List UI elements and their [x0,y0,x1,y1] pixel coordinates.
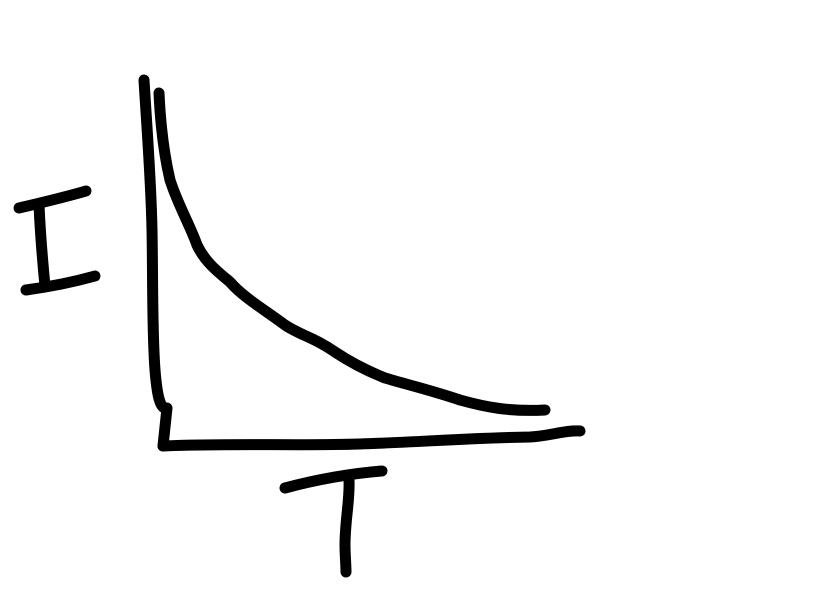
y-axis-line [138,74,173,452]
y-axis-label-glyph [13,185,101,296]
x-axis-label-glyph [279,465,388,578]
x-axis-line [157,425,586,452]
decay-curve [153,87,551,416]
